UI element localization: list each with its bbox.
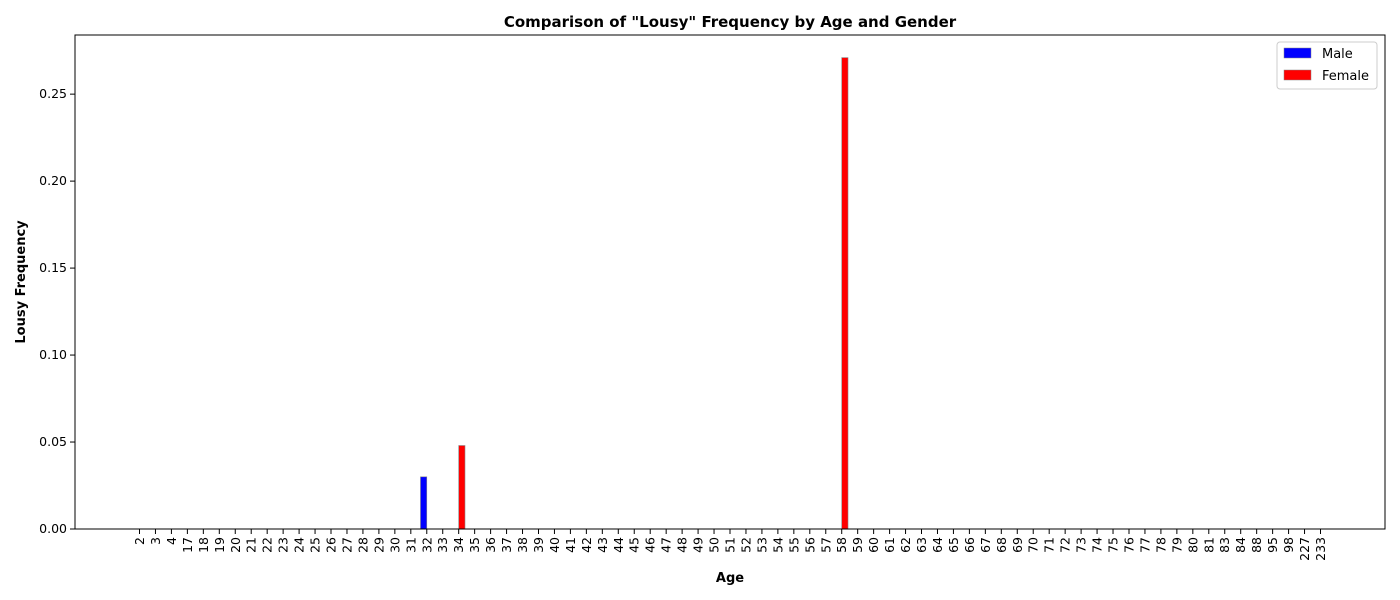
x-tick-label: 67	[978, 537, 993, 553]
x-tick-label: 25	[308, 537, 323, 553]
x-tick-label: 50	[707, 537, 722, 553]
y-tick-label: 0.10	[39, 347, 67, 362]
x-tick-label: 42	[579, 537, 594, 553]
x-tick-label: 80	[1185, 537, 1200, 553]
bar-female-age-58	[841, 57, 849, 530]
x-tick-label: 24	[292, 537, 307, 553]
x-tick-label: 55	[786, 537, 801, 553]
y-tick-label: 0.00	[39, 521, 67, 536]
x-tick-label: 88	[1249, 537, 1264, 553]
x-tick-label: 52	[738, 537, 753, 553]
x-tick-label: 40	[547, 537, 562, 553]
x-tick-label: 73	[1074, 537, 1089, 553]
x-tick-label: 22	[260, 537, 275, 553]
y-axis-label: Lousy Frequency	[14, 220, 29, 344]
x-tick-label: 29	[371, 537, 386, 553]
x-tick-label: 68	[994, 537, 1009, 553]
chart-title: Comparison of "Lousy" Frequency by Age a…	[504, 13, 957, 31]
x-tick-label: 19	[212, 537, 227, 553]
x-tick-label: 71	[1042, 537, 1057, 553]
y-tick-label: 0.05	[39, 434, 67, 449]
x-tick-label: 28	[355, 537, 370, 553]
x-tick-label: 32	[419, 537, 434, 553]
x-tick-label: 81	[1201, 537, 1216, 553]
x-tick-label: 74	[1090, 537, 1105, 553]
x-tick-label: 35	[467, 537, 482, 553]
x-tick-label: 18	[196, 537, 211, 553]
x-tick-label: 48	[675, 537, 690, 553]
legend-label-male: Male	[1322, 47, 1353, 62]
x-tick-label: 53	[754, 537, 769, 553]
x-tick-label: 58	[834, 537, 849, 553]
x-tick-label: 36	[483, 537, 498, 553]
x-tick-label: 39	[531, 537, 546, 553]
x-tick-label: 54	[770, 537, 785, 553]
x-tick-label: 43	[595, 537, 610, 553]
x-tick-label: 23	[276, 537, 291, 553]
y-tick-label: 0.25	[39, 86, 67, 101]
x-tick-label: 227	[1297, 537, 1312, 561]
x-tick-label: 63	[914, 537, 929, 553]
x-tick-label: 37	[499, 537, 514, 553]
x-tick-label: 76	[1121, 537, 1136, 553]
x-tick-label: 4	[164, 537, 179, 545]
x-tick-label: 61	[882, 537, 897, 553]
x-tick-label: 31	[403, 537, 418, 553]
x-tick-label: 95	[1265, 537, 1280, 553]
x-tick-label: 3	[148, 537, 163, 545]
x-tick-label: 38	[515, 537, 530, 553]
legend-swatch-male	[1283, 47, 1312, 59]
x-tick-label: 83	[1217, 537, 1232, 553]
x-tick-label: 64	[930, 537, 945, 553]
x-tick-label: 41	[563, 537, 578, 553]
x-tick-label: 20	[228, 537, 243, 553]
x-tick-label: 66	[962, 537, 977, 553]
x-axis-label: Age	[716, 571, 744, 586]
x-tick-label: 34	[451, 537, 466, 553]
x-tick-label: 78	[1153, 537, 1168, 553]
x-tick-label: 27	[339, 537, 354, 553]
x-tick-label: 75	[1106, 537, 1121, 553]
x-tick-label: 33	[435, 537, 450, 553]
x-tick-label: 98	[1281, 537, 1296, 553]
legend-label-female: Female	[1322, 69, 1369, 84]
x-tick-label: 45	[627, 537, 642, 553]
x-tick-label: 49	[691, 537, 706, 553]
x-tick-label: 70	[1026, 537, 1041, 553]
x-tick-label: 30	[387, 537, 402, 553]
x-tick-label: 62	[898, 537, 913, 553]
plot-frame	[74, 34, 1386, 530]
x-tick-label: 56	[802, 537, 817, 553]
x-tick-label: 60	[866, 537, 881, 553]
x-tick-label: 57	[818, 537, 833, 553]
y-tick-label: 0.15	[39, 260, 67, 275]
legend: Male Female	[1276, 41, 1378, 90]
x-tick-label: 77	[1137, 537, 1152, 553]
x-tick-label: 47	[659, 537, 674, 553]
x-tick-label: 44	[611, 537, 626, 553]
bar-female-age-34	[458, 445, 466, 530]
x-tick-label: 46	[643, 537, 658, 553]
x-tick-label: 84	[1233, 537, 1248, 553]
x-tick-label: 2	[132, 537, 147, 545]
y-tick-label: 0.20	[39, 173, 67, 188]
x-tick-label: 51	[723, 537, 738, 553]
plot-area: 0.000.050.100.150.200.252 3 4 17 18 19 20 21 22 2…	[39, 57, 1328, 561]
x-tick-label: 21	[244, 537, 259, 553]
legend-swatch-female	[1283, 69, 1312, 81]
x-tick-label: 69	[1010, 537, 1025, 553]
x-tick-label: 79	[1169, 537, 1184, 553]
x-tick-label: 72	[1058, 537, 1073, 553]
x-tick-label: 65	[946, 537, 961, 553]
bar-male-age-32	[420, 476, 428, 530]
x-tick-label: 59	[850, 537, 865, 553]
x-tick-label: 17	[180, 537, 195, 553]
x-tick-label: 26	[324, 537, 339, 553]
x-tick-label: 233	[1313, 537, 1328, 561]
